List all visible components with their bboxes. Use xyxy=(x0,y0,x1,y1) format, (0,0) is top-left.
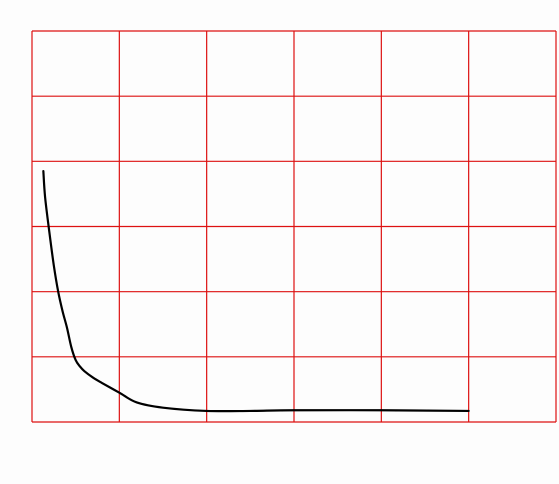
grid-lines xyxy=(31,30,557,423)
series-line xyxy=(42,170,470,413)
series-layer xyxy=(42,170,470,413)
